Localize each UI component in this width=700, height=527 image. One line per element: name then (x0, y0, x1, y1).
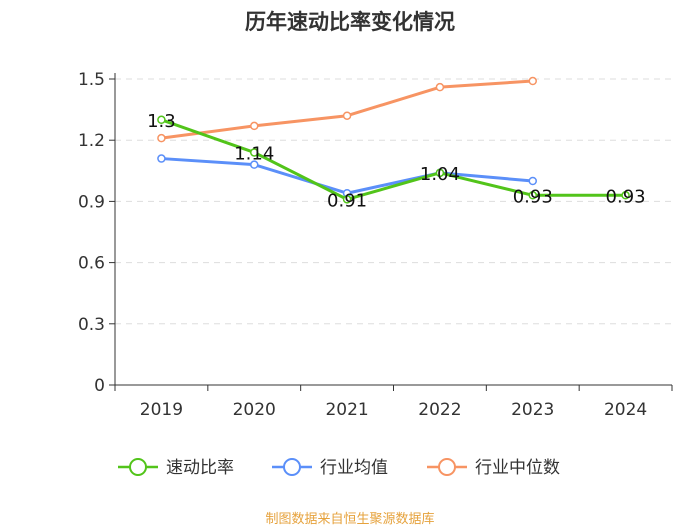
legend: 速动比率 行业均值 行业中位数 (118, 458, 560, 478)
legend-label: 速动比率 (166, 458, 234, 478)
legend-label: 行业均值 (320, 458, 388, 478)
data-point (528, 191, 537, 200)
y-tick-label: 0.6 (78, 254, 105, 274)
data-label: 0.93 (513, 186, 553, 207)
y-tick-label: 1.2 (78, 131, 105, 151)
data-point (621, 191, 630, 200)
y-tick-label: 1.5 (78, 70, 105, 90)
y-tick-label: 0 (94, 376, 105, 396)
data-label: 1.14 (234, 143, 274, 164)
x-tick-label: 2023 (511, 400, 554, 420)
legend-swatch-marker (283, 458, 301, 476)
y-tick-label: 0.9 (78, 192, 105, 212)
data-point (435, 168, 445, 178)
data-point (157, 133, 166, 143)
legend-swatch-marker (438, 458, 456, 476)
data-point (435, 82, 445, 92)
x-tick-label: 2024 (604, 400, 647, 420)
x-tick-label: 2020 (233, 400, 276, 420)
legend-swatch-marker (129, 458, 147, 476)
legend-label: 行业中位数 (475, 458, 560, 478)
data-label: 0.93 (606, 186, 646, 207)
chart-title: 历年速动比率变化情况 (245, 10, 455, 34)
x-tick-label: 2022 (418, 400, 461, 420)
y-tick-label: 0.3 (78, 315, 105, 335)
data-label: 1.04 (420, 164, 460, 185)
data-label: 0.91 (327, 190, 367, 211)
data-label: 1.3 (147, 111, 176, 132)
series-line (161, 157, 533, 195)
data-point (342, 195, 352, 204)
series-lines (157, 76, 630, 204)
x-tick-label: 2019 (140, 400, 183, 420)
data-point (157, 115, 166, 125)
data-point (250, 148, 259, 157)
data-labels: 1.3 1.14 0.91 1.04 0.93 0.93 (147, 111, 646, 212)
x-tick-label: 2021 (325, 400, 368, 420)
data-point (342, 111, 352, 120)
grid-lines (115, 78, 672, 325)
data-point (250, 121, 259, 131)
data-point (528, 76, 537, 86)
data-point (250, 160, 259, 169)
series-line (160, 118, 626, 201)
source-note: 制图数据来自恒生聚源数据库 (265, 512, 435, 527)
series-line (161, 79, 533, 140)
data-point (528, 176, 537, 186)
data-point (157, 154, 166, 163)
axes: 0 0.3 0.6 0.9 1.2 1.5 2019 2020 2021 2022 2023 2024 (78, 70, 673, 420)
